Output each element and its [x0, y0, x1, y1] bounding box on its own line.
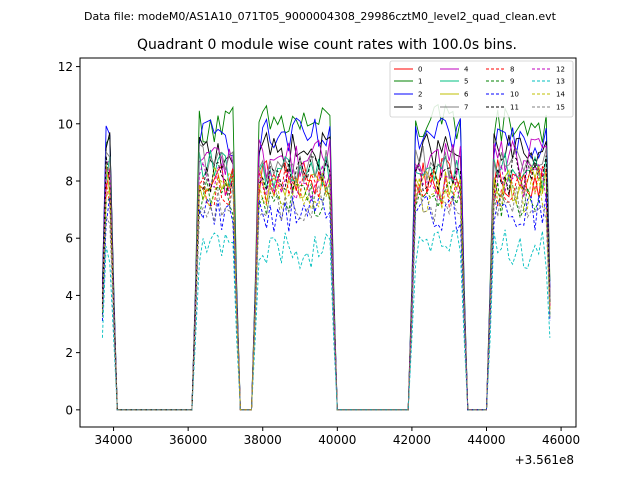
series-layer — [101, 103, 551, 411]
x-tick-label: 44000 — [467, 433, 505, 447]
series-line-6 — [101, 163, 551, 411]
series-line-15 — [101, 183, 551, 411]
series-line-11 — [101, 155, 551, 411]
legend-label-6: 6 — [464, 91, 469, 99]
series-line-3 — [101, 131, 551, 411]
series-line-13 — [101, 229, 551, 411]
legend-label-10: 10 — [510, 91, 519, 99]
x-tick-label: 42000 — [393, 433, 431, 447]
legend-label-5: 5 — [464, 78, 468, 86]
legend-label-3: 3 — [418, 104, 422, 112]
plot-frame — [79, 57, 577, 428]
legend-label-8: 8 — [510, 66, 514, 74]
y-tick-label: 0 — [65, 403, 73, 417]
tick-layer: 34000 36000 38000 40000 42000 44000 46000 0 2 4 6 8… — [58, 60, 580, 447]
x-offset-label: +3.561e8 — [515, 453, 574, 467]
y-tick-label: 6 — [65, 232, 73, 246]
x-tick-label: 34000 — [94, 433, 132, 447]
x-tick-label: 36000 — [169, 433, 207, 447]
legend-label-14: 14 — [556, 91, 565, 99]
series-line-12 — [101, 161, 551, 411]
chart-title: Quadrant 0 module wise count rates with … — [137, 37, 517, 53]
series-line-8 — [101, 167, 551, 411]
legend-label-12: 12 — [556, 66, 565, 74]
x-tick-label: 38000 — [244, 433, 282, 447]
legend-label-13: 13 — [556, 78, 565, 86]
legend-label-1: 1 — [418, 78, 422, 86]
x-tick-label: 40000 — [318, 433, 356, 447]
y-tick-label: 4 — [65, 289, 73, 303]
series-line-9 — [101, 178, 551, 411]
y-tick-label: 8 — [65, 175, 73, 189]
series-line-10 — [101, 193, 551, 411]
series-line-4 — [101, 138, 551, 411]
y-tick-label: 12 — [58, 60, 73, 74]
x-tick-label: 46000 — [542, 433, 580, 447]
series-line-14 — [101, 171, 551, 411]
legend-label-2: 2 — [418, 91, 422, 99]
legend-box — [389, 60, 574, 118]
legend-label-15: 15 — [556, 104, 565, 112]
legend-label-11: 11 — [510, 104, 519, 112]
legend-label-9: 9 — [510, 78, 514, 86]
chart-suptitle: Data file: modeM0/AS1A10_071T05_90000043… — [84, 10, 557, 23]
legend-label-0: 0 — [418, 66, 422, 74]
y-tick-label: 2 — [65, 346, 73, 360]
y-tick-label: 10 — [58, 117, 73, 131]
legend-label-4: 4 — [464, 66, 469, 74]
legend-label-7: 7 — [464, 104, 468, 112]
